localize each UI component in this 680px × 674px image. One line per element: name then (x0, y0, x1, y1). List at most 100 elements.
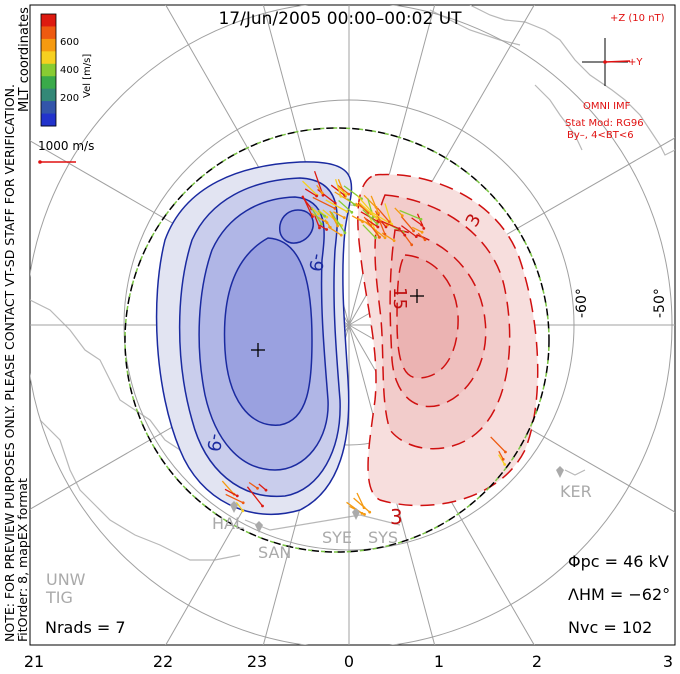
velocity-vector-origin (317, 212, 320, 216)
potential-max-marker (410, 289, 424, 303)
velocity-vector-origin (264, 488, 268, 492)
potential-min-marker (251, 343, 265, 357)
station-unw: UNW (46, 570, 86, 589)
velocity-vector (356, 492, 365, 508)
velocity-vector-origin (320, 191, 324, 195)
map-title: 17/Jun/2005 00:00–00:02 UT (218, 9, 462, 29)
velocity-vector (302, 195, 313, 217)
colorbar-swatch (41, 76, 56, 90)
imf-z-label: +Z (10 nT) (610, 13, 665, 24)
velocity-vector-origin (403, 233, 407, 237)
velocity-vector-origin (323, 214, 326, 218)
station-ker: KER (560, 482, 592, 501)
velocity-vector-origin (320, 222, 323, 226)
velocity-vector-origin (343, 231, 347, 235)
mlt-coordinates-label: MLT coordinates (17, 7, 32, 112)
velocity-vector-origin (345, 210, 349, 213)
velocity-vector-origin (377, 211, 380, 215)
velocity-vector (490, 436, 506, 453)
velocity-vector-origin (414, 235, 418, 239)
velocity-vector-origin (504, 450, 507, 454)
velocity-vector (357, 195, 372, 212)
velocity-vector-origin (387, 220, 391, 224)
velocity-vector-origin (374, 236, 377, 240)
velocity-vector (310, 206, 323, 225)
velocity-vector-origin (422, 227, 426, 230)
contour-label-neg-a: -9 (304, 251, 328, 274)
velocity-vector-origin (392, 239, 396, 243)
velocity-vector-origin (353, 203, 356, 207)
velocity-vector-origin (261, 504, 264, 508)
velocity-vector (248, 481, 258, 489)
velocity-vector-origin (325, 215, 329, 219)
colorbar-tick-200: 200 (60, 93, 80, 104)
velocity-vector (417, 232, 426, 241)
velocity-vector (258, 483, 267, 491)
velocity-vector-origin (311, 215, 314, 219)
velocity-vector-origin (376, 225, 380, 229)
velocity-vector-origin (363, 513, 366, 516)
velocity-vector (400, 215, 415, 232)
velocity-vector-origin (315, 194, 318, 198)
velocity-vector (381, 220, 400, 230)
velocity-vector (221, 480, 235, 495)
velocity-vector (333, 211, 345, 219)
contour-label-pos-b: 3 (390, 505, 403, 529)
positive-potential-cell (357, 173, 539, 507)
velocity-vector (327, 226, 342, 236)
velocity-vector-origin (325, 221, 329, 225)
velocity-vector-origin (420, 223, 424, 227)
velocity-vector (329, 210, 339, 227)
velocity-vector-origin (378, 235, 381, 239)
reference-vector (38, 160, 76, 164)
velocity-colorbar (40, 13, 57, 127)
velocity-vector-origin (383, 232, 387, 236)
velocity-vector-origin (339, 194, 343, 198)
velocity-vector (376, 207, 390, 223)
velocity-vector (330, 184, 345, 196)
number-of-radars: Nrads = 7 (45, 618, 126, 637)
velocity-vector (363, 216, 381, 238)
contour-label-neg-b: -9 (202, 431, 226, 454)
velocity-vector (411, 217, 423, 226)
velocity-vector-origin (501, 457, 505, 461)
coastlines (30, 5, 675, 561)
mlt-label-22: 22 (152, 652, 174, 671)
velocity-vector (338, 200, 353, 213)
station-hal: HAL (212, 514, 244, 533)
cross-polar-cap-potential: Φpc = 46 kV (568, 552, 669, 571)
velocity-vector (225, 493, 244, 504)
heppner-maynard-boundary-green (124, 127, 550, 553)
velocity-vector-origin (503, 463, 507, 466)
velocity-vector (412, 226, 423, 233)
velocity-vector (353, 497, 371, 513)
station-san: SAN (258, 543, 292, 562)
velocity-vector (235, 501, 244, 512)
model-condition: By–, 4<BT<6 (567, 130, 634, 141)
fit-order-note: FitOrder: 8, mapEX format (15, 478, 30, 642)
velocity-vector (358, 201, 378, 219)
velocity-vector-origin (241, 501, 245, 505)
velocity-vector (312, 196, 336, 209)
velocity-vector (416, 213, 425, 229)
imf-clock-dial (582, 38, 631, 86)
velocity-vector (498, 450, 504, 460)
velocity-vector-origin (423, 238, 427, 242)
velocity-vector (318, 224, 327, 231)
colorbar-swatch (41, 113, 56, 127)
velocity-vector (370, 195, 379, 214)
velocity-vector-origin (241, 509, 245, 513)
mlt-label-2: 2 (531, 652, 543, 671)
velocity-vector (401, 225, 417, 238)
radar-station-markers (230, 466, 564, 533)
velocity-vector-origin (397, 227, 401, 231)
velocity-vector (363, 194, 377, 208)
velocity-vector-origin (400, 214, 404, 218)
velocity-vector-origin (419, 217, 423, 221)
velocity-vector (365, 218, 379, 228)
velocity-vector-origin (347, 192, 351, 196)
velocity-vector (498, 454, 506, 465)
velocity-vector (304, 188, 317, 197)
station-sys: SYS (368, 528, 399, 547)
